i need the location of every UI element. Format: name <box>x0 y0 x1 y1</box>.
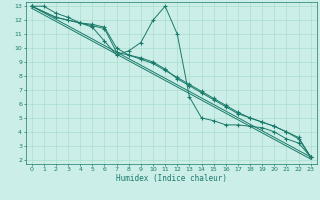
X-axis label: Humidex (Indice chaleur): Humidex (Indice chaleur) <box>116 174 227 183</box>
